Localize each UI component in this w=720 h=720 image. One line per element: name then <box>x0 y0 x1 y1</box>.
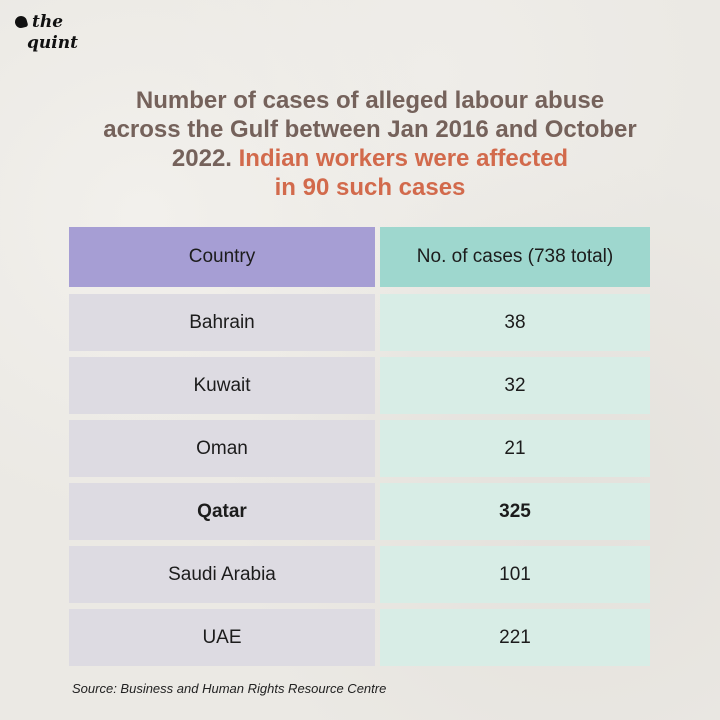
source-note: Source: Business and Human Rights Resour… <box>72 681 387 696</box>
column-header-cases: No. of cases (738 total) <box>380 227 650 287</box>
table-row: Oman 21 <box>69 420 650 477</box>
cell-cases: 32 <box>380 357 650 414</box>
table-row: Saudi Arabia 101 <box>69 546 650 603</box>
title-line: across the Gulf between Jan 2016 and Oct… <box>103 116 637 143</box>
table-row: Bahrain 38 <box>69 294 650 351</box>
logo-text: the <box>32 12 64 32</box>
cell-cases: 101 <box>380 546 650 603</box>
page-title: Number of cases of alleged labour abuse … <box>70 86 670 202</box>
table-row: Qatar 325 <box>69 483 650 540</box>
cell-country: UAE <box>69 609 375 666</box>
the-quint-logo: the quint <box>12 12 88 56</box>
cell-cases: 325 <box>380 483 650 540</box>
speech-bubble-icon <box>13 14 29 30</box>
cell-cases: 38 <box>380 294 650 351</box>
table-row: UAE 221 <box>69 609 650 666</box>
cell-country: Saudi Arabia <box>69 546 375 603</box>
title-line: Number of cases of alleged labour abuse <box>135 87 605 114</box>
column-header-country: Country <box>69 227 375 287</box>
cell-cases: 21 <box>380 420 650 477</box>
table-row: Kuwait 32 <box>69 357 650 414</box>
cell-country: Qatar <box>69 483 375 540</box>
logo-text: quint <box>27 33 78 53</box>
table-header: Country No. of cases (738 total) <box>69 227 650 287</box>
title-line: 2022. <box>171 145 232 172</box>
cell-country: Oman <box>69 420 375 477</box>
title-highlight: in 90 such cases <box>274 174 466 201</box>
title-highlight: Indian workers were affected <box>238 145 569 172</box>
cell-country: Kuwait <box>69 357 375 414</box>
cell-cases: 221 <box>380 609 650 666</box>
cell-country: Bahrain <box>69 294 375 351</box>
